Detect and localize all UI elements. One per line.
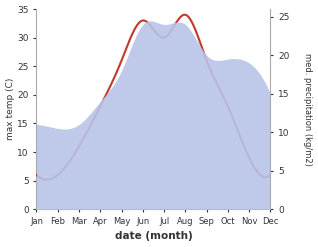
Y-axis label: med. precipitation (kg/m2): med. precipitation (kg/m2) [303,53,313,165]
Y-axis label: max temp (C): max temp (C) [5,78,15,140]
X-axis label: date (month): date (month) [114,231,192,242]
